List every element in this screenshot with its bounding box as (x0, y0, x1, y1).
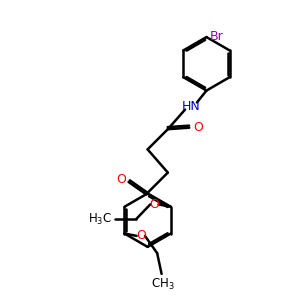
Text: O: O (149, 198, 159, 211)
Text: HN: HN (182, 100, 200, 112)
Text: Br: Br (210, 30, 224, 43)
Text: O: O (194, 121, 203, 134)
Text: H$_3$C: H$_3$C (88, 212, 112, 227)
Text: O: O (116, 172, 126, 186)
Text: CH$_3$: CH$_3$ (151, 277, 175, 292)
Text: O: O (136, 230, 146, 242)
